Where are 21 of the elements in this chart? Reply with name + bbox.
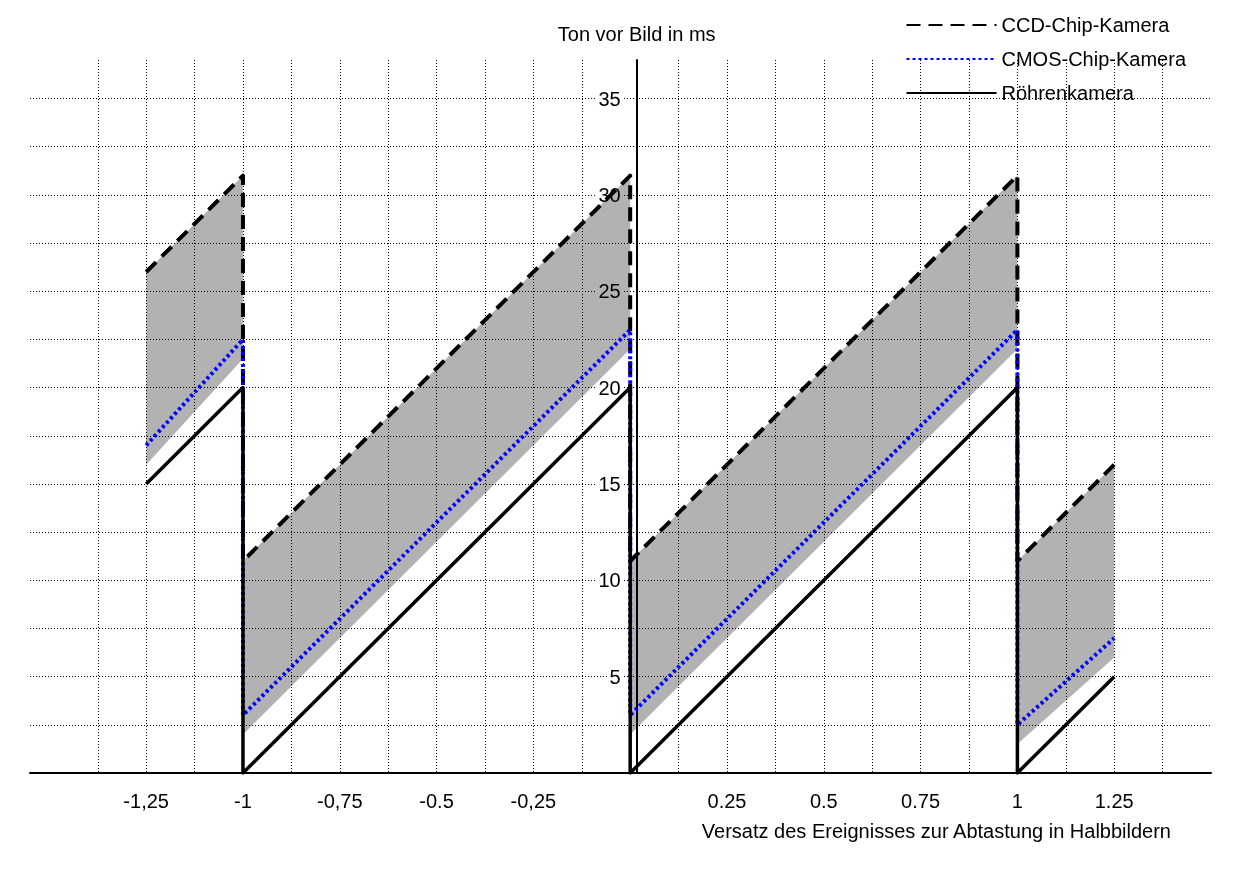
x-tick-label: -0.5 (419, 790, 454, 812)
y-tick-label: 15 (598, 472, 621, 495)
legend-label: Röhrenkamera (1001, 82, 1135, 104)
x-tick-label: -0,75 (316, 790, 363, 812)
x-tick-label: 0.75 (901, 790, 941, 812)
legend-label: CCD-Chip-Kamera (1001, 14, 1171, 36)
x-tick-label: 0.25 (707, 790, 747, 812)
x-tick-label: 0.5 (809, 790, 838, 812)
y-axis-title: Ton vor Bild in ms (557, 23, 716, 45)
x-tick-label: -1,25 (123, 790, 169, 812)
x-tick-label: 1.25 (1094, 790, 1134, 812)
legend-label: CMOS-Chip-Kamera (1001, 48, 1187, 70)
x-tick-label: 1 (1011, 790, 1023, 812)
y-tick-label: 10 (598, 569, 621, 592)
x-tick-label: -1 (234, 790, 252, 812)
x-axis-title: Versatz des Ereignisses zur Abtastung in Halbbildern (701, 820, 1171, 842)
y-tick-label: 20 (598, 376, 621, 399)
x-tick-label: -0,25 (510, 790, 557, 812)
y-tick-label: 25 (598, 280, 621, 303)
y-tick-label: 35 (598, 87, 621, 110)
y-tick-label: 5 (609, 665, 621, 688)
